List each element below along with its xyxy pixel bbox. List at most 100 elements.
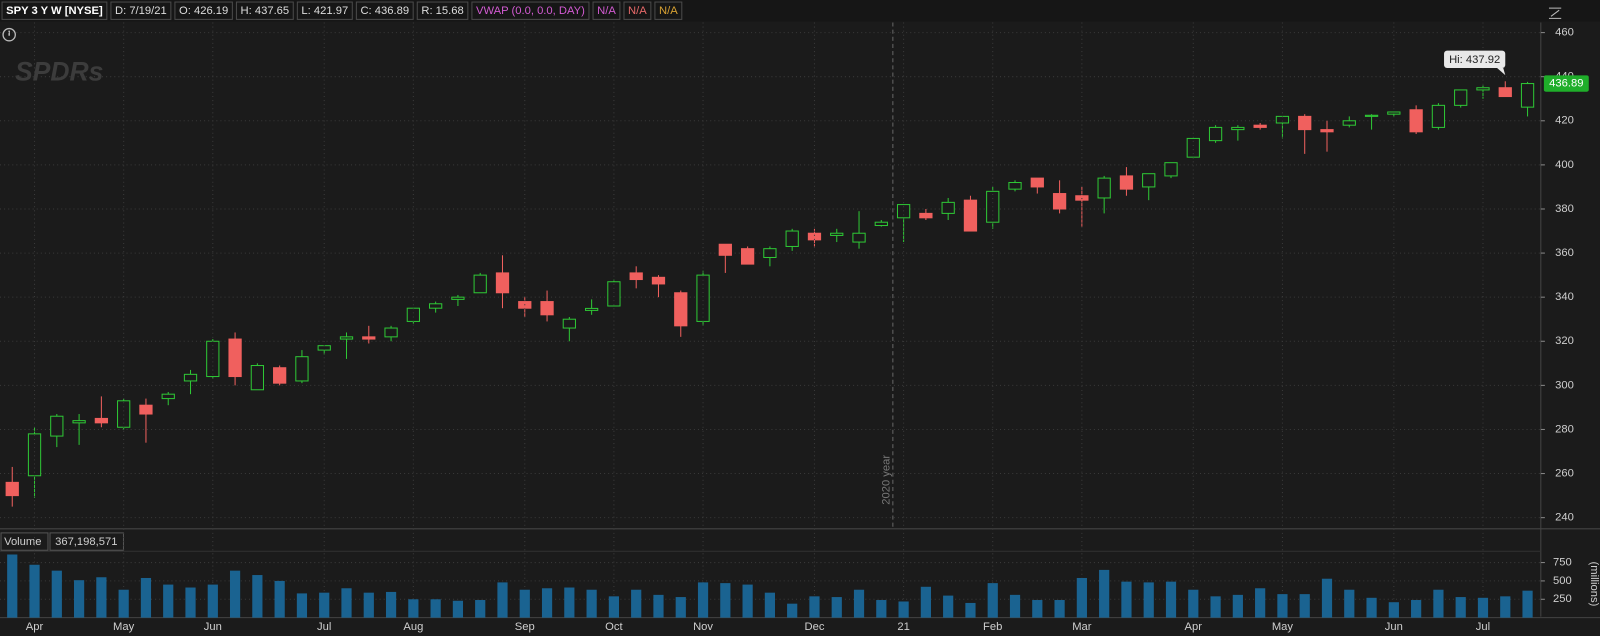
volume-bar xyxy=(920,586,931,618)
header-field: N/A xyxy=(659,5,678,17)
header-field-box xyxy=(623,1,652,20)
candle-body xyxy=(651,276,666,285)
candle-body xyxy=(1142,173,1156,188)
candle-body xyxy=(139,404,153,415)
candle-body xyxy=(250,365,265,391)
candle-body xyxy=(1298,115,1312,131)
volume-bar xyxy=(1411,600,1422,618)
volume-bar xyxy=(385,591,397,618)
candle-body xyxy=(429,303,443,309)
volume-bar xyxy=(1299,594,1310,618)
volume-bar xyxy=(363,592,374,618)
year-label: 2020 year xyxy=(881,455,893,505)
header-field-box xyxy=(654,1,683,20)
volume-bar xyxy=(296,593,308,618)
volume-bar xyxy=(653,594,664,618)
candle-body xyxy=(674,292,688,327)
candle-body xyxy=(1186,137,1200,158)
candle-body xyxy=(1008,182,1022,190)
candle-body xyxy=(1320,129,1334,133)
header-field-box xyxy=(416,1,469,20)
x-tick-label: Apr xyxy=(1185,621,1203,633)
candle-body xyxy=(584,307,599,311)
volume-bar xyxy=(564,587,575,618)
volume-bar xyxy=(408,599,419,618)
header-field: H: 437.65 xyxy=(241,5,290,17)
volume-bar xyxy=(853,589,865,618)
candle-body xyxy=(919,212,933,219)
volume-bar xyxy=(831,597,842,618)
volume-bar xyxy=(742,584,753,618)
volume-bar xyxy=(185,587,196,618)
x-tick-label: Jul xyxy=(1476,621,1490,633)
volume-bar xyxy=(207,584,218,618)
volume-bar xyxy=(1388,602,1399,618)
header-field: L: 421.97 xyxy=(301,5,348,17)
candle-body xyxy=(5,481,19,497)
candle-body xyxy=(1431,104,1446,128)
x-tick-label: Sep xyxy=(515,621,535,633)
volume-bar xyxy=(1188,589,1199,618)
volume-bar xyxy=(118,589,129,618)
volume-bar xyxy=(987,583,998,618)
volume-bar xyxy=(519,589,530,618)
volume-bar xyxy=(1143,582,1154,618)
candle-body xyxy=(807,232,822,241)
volume-bar xyxy=(876,600,887,618)
volume-bar xyxy=(764,592,775,618)
x-tick-label: Jul xyxy=(317,621,331,633)
volume-bar xyxy=(541,588,553,618)
x-tick-label: Apr xyxy=(26,621,44,633)
y-tick-label: 300 xyxy=(1555,379,1574,391)
high-label: Hi: 437.92 xyxy=(1449,54,1500,66)
volume-bar xyxy=(631,589,642,618)
y-tick-label: 360 xyxy=(1555,247,1574,259)
candle-body xyxy=(206,340,220,378)
volume-bar xyxy=(1232,594,1243,618)
header-field-box xyxy=(296,1,353,20)
volume-bar xyxy=(675,597,686,618)
candle-body xyxy=(1498,87,1512,98)
volume-bar xyxy=(1477,597,1489,618)
y-tick-label: 420 xyxy=(1555,115,1574,127)
candle-body xyxy=(718,243,732,256)
candle-body xyxy=(607,281,621,307)
expand-icon[interactable] xyxy=(1548,7,1562,19)
volume-bar xyxy=(51,570,62,618)
x-tick-label: May xyxy=(113,621,135,633)
header-field: N/A xyxy=(597,5,616,17)
candle-body xyxy=(473,274,487,294)
volume-bar xyxy=(7,554,18,618)
header-field-box xyxy=(592,1,621,20)
candle-body xyxy=(1454,89,1468,106)
volume-bar xyxy=(140,577,152,618)
candle-body xyxy=(1476,87,1490,91)
candle-body xyxy=(273,367,287,384)
volume-bar xyxy=(1433,589,1444,618)
candle-body xyxy=(1030,177,1044,188)
candle-body xyxy=(1164,162,1178,177)
header-field: D: 7/19/21 xyxy=(115,5,167,17)
volume-bar xyxy=(274,580,285,618)
header-bar xyxy=(0,0,1600,22)
y-tick-label: 380 xyxy=(1555,203,1574,215)
candle-body xyxy=(183,373,198,382)
x-tick-label: Jun xyxy=(1385,621,1403,633)
volume-bar xyxy=(898,601,909,618)
candle-body xyxy=(1342,120,1356,126)
header-field: VWAP (0.0, 0.0, DAY) xyxy=(476,5,585,17)
x-tick-label: Dec xyxy=(804,621,824,633)
header-field: R: 15.68 xyxy=(421,5,463,17)
volume-bar xyxy=(787,603,798,618)
info-icon[interactable] xyxy=(2,27,16,42)
volume-bar xyxy=(341,588,352,618)
watermark: SPDRs xyxy=(15,57,103,87)
y-tick-label: 340 xyxy=(1555,291,1574,303)
candle-body xyxy=(740,248,755,265)
header-field-box xyxy=(110,1,172,20)
candle-body xyxy=(562,318,576,329)
candle-body xyxy=(874,221,888,227)
volume-title: Volume xyxy=(4,536,41,548)
